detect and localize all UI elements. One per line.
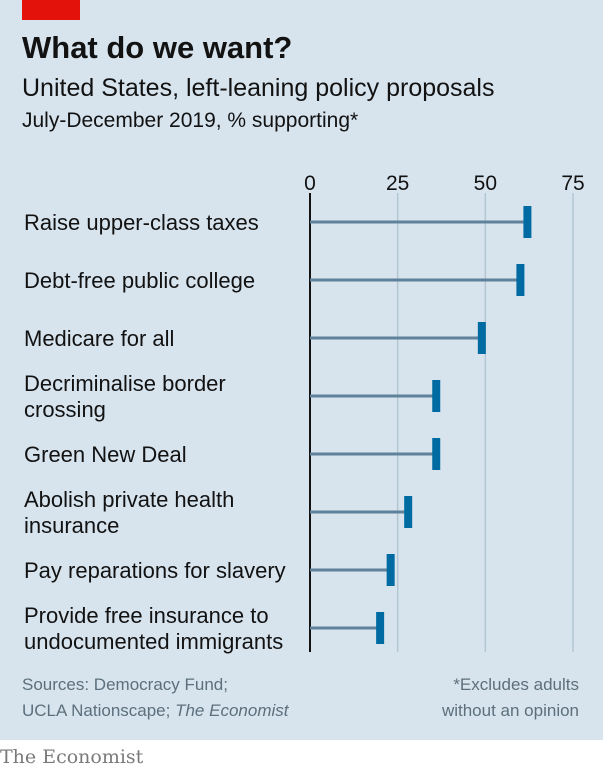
x-tick-label: 50 (474, 172, 497, 195)
brand-accent-tag (22, 0, 80, 20)
category-label-line: Abolish private health (24, 487, 234, 512)
chart-title: What do we want? (22, 30, 293, 65)
chart-note: July-December 2019, % supporting* (22, 109, 359, 132)
category-label: Decriminalise border crossing (24, 371, 226, 422)
category-label-line: Decriminalise border (24, 371, 226, 396)
category-label-line: Raise upper-class taxes (24, 210, 259, 235)
sources-note: Sources: Democracy Fund; UCLA Nationscap… (22, 672, 288, 724)
footnote: *Excludes adults without an opinion (442, 672, 579, 724)
category-label: Pay reparations for slavery (24, 558, 286, 583)
bar-marker (432, 438, 441, 470)
x-tick-label: 0 (304, 172, 316, 195)
x-tick-label: 25 (386, 172, 409, 195)
bar-marker (432, 380, 441, 412)
category-label-line: Provide free insurance to (24, 603, 269, 628)
sources-line-2-text: UCLA Nationscape; (22, 701, 176, 720)
bar-chart: 0 25 50 75 Raise upper-class taxes Debt-free … (24, 172, 585, 654)
category-label-line: Green New Deal (24, 442, 187, 467)
footnote-line-2: without an opinion (441, 701, 579, 720)
category-label-line: Pay reparations for slavery (24, 558, 286, 583)
footnote-line-1: *Excludes adults (453, 675, 579, 694)
sources-line-1: Sources: Democracy Fund; (22, 675, 228, 694)
category-label: Raise upper-class taxes (24, 210, 259, 235)
bar-marker (477, 322, 486, 354)
chart-panel: What do we want? United States, left-lea… (0, 0, 603, 740)
brand-wordmark: The Economist (0, 746, 144, 768)
category-label: Abolish private health insurance (24, 487, 234, 538)
category-label: Medicare for all (24, 326, 174, 351)
category-label-line: crossing (24, 397, 106, 422)
chart-subtitle: United States, left-leaning policy propo… (22, 74, 495, 102)
sources-publication: The Economist (175, 701, 289, 720)
bar-marker (516, 264, 525, 296)
bar-marker (404, 496, 413, 528)
category-label-line: insurance (24, 513, 119, 538)
bar-marker (523, 206, 532, 238)
bar-marker (386, 554, 395, 586)
category-label: Provide free insurance to undocumented im… (24, 603, 283, 654)
category-label-line: Medicare for all (24, 326, 174, 351)
category-label-line: undocumented immigrants (24, 629, 283, 654)
x-tick-label: 75 (561, 172, 584, 195)
bar-marker (376, 612, 385, 644)
category-label: Green New Deal (24, 442, 187, 467)
category-label-line: Debt-free public college (24, 268, 255, 293)
sources-line-2: UCLA Nationscape; The Economist (22, 698, 288, 724)
category-label: Debt-free public college (24, 268, 255, 293)
